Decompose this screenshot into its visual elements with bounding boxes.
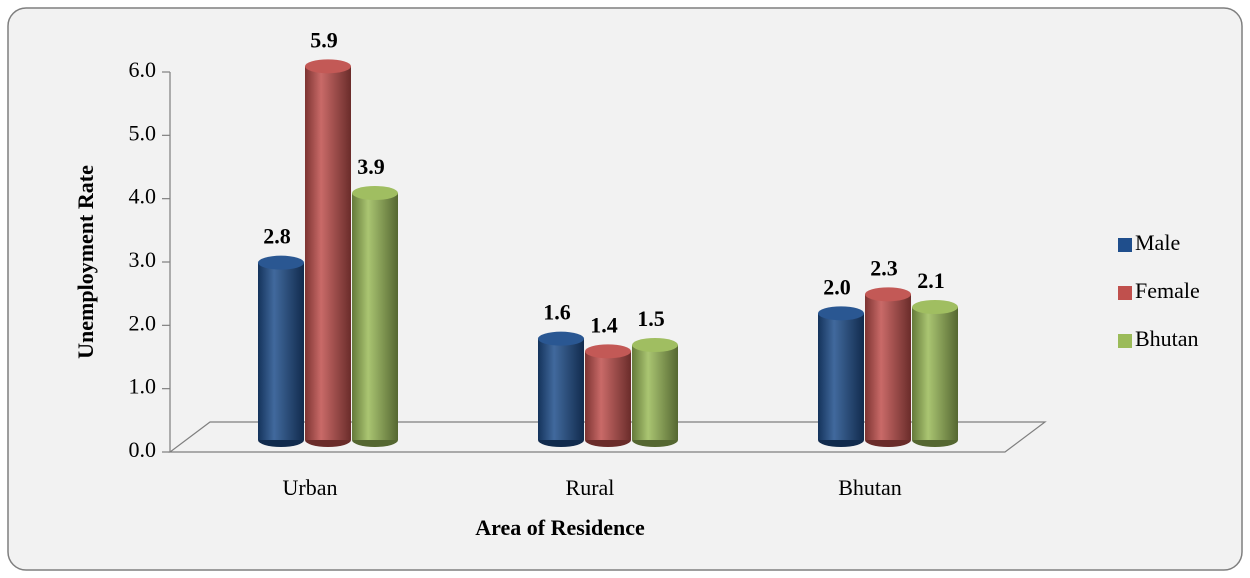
- legend-label: Male: [1135, 230, 1180, 255]
- bar-top: [305, 59, 351, 74]
- bar-top: [258, 255, 304, 270]
- bar: [818, 313, 864, 440]
- value-label: 5.9: [310, 27, 338, 52]
- y-tick-label: 3.0: [129, 247, 157, 272]
- legend-swatch: [1118, 334, 1132, 348]
- bar-top: [352, 186, 398, 200]
- value-label: 1.4: [590, 312, 618, 337]
- bar: [258, 262, 304, 440]
- y-tick-label: 5.0: [129, 120, 157, 145]
- bar: [585, 351, 631, 440]
- y-tick-label: 6.0: [129, 57, 157, 82]
- bar-top: [912, 300, 958, 314]
- value-label: 3.9: [357, 154, 385, 179]
- bar: [352, 193, 398, 440]
- chart-frame: [7, 7, 1243, 571]
- x-tick-label: Bhutan: [838, 475, 902, 500]
- value-label: 1.5: [637, 306, 665, 331]
- y-tick-label: 2.0: [129, 310, 157, 335]
- y-tick-label: 0.0: [129, 437, 157, 462]
- value-label: 2.3: [870, 255, 898, 280]
- bar: [865, 294, 911, 440]
- value-label: 2.0: [823, 274, 851, 299]
- bar-top: [865, 287, 911, 302]
- floor: [168, 421, 1047, 453]
- legend-label: Female: [1135, 278, 1200, 303]
- x-tick-label: Urban: [283, 475, 338, 500]
- value-label: 2.8: [263, 224, 291, 249]
- bar: [538, 338, 584, 440]
- x-tick-label: Rural: [566, 475, 615, 500]
- y-tick-label: 1.0: [129, 374, 157, 399]
- bar: [632, 345, 678, 440]
- bar-top: [538, 331, 584, 346]
- legend-swatch: [1118, 238, 1132, 252]
- value-label: 1.6: [543, 300, 571, 325]
- bar-top: [585, 344, 631, 359]
- bar-top: [818, 306, 864, 321]
- x-axis-title: Area of Residence: [475, 515, 645, 540]
- legend-swatch: [1118, 286, 1132, 300]
- bar: [912, 307, 958, 440]
- legend-label: Bhutan: [1135, 326, 1199, 351]
- y-tick-label: 4.0: [129, 184, 157, 209]
- bar: [305, 66, 351, 440]
- y-axis-title: Unemployment Rate: [73, 165, 98, 359]
- bar-top: [632, 338, 678, 352]
- value-label: 2.1: [917, 268, 945, 293]
